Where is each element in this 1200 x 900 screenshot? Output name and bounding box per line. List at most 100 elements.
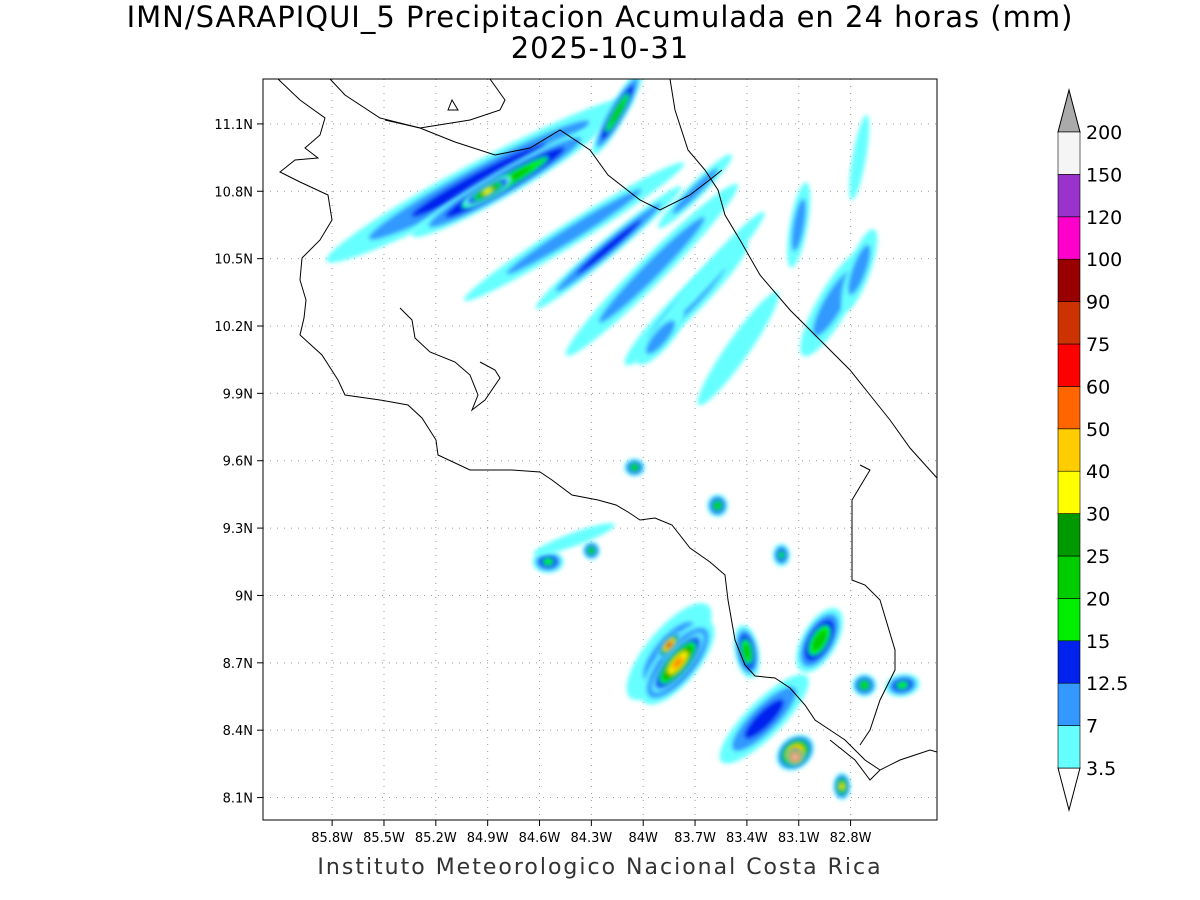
precip-cell [636, 309, 685, 365]
lon-tick-label: 84.3W [570, 831, 612, 846]
colorbar-label: 100 [1086, 249, 1122, 271]
caribbean-coastline [669, 79, 937, 479]
precip-contour [697, 291, 779, 406]
precip-contour [659, 211, 765, 328]
colorbar-swatch [1057, 598, 1081, 642]
footer-credit: Instituto Meteorologico Nacional Costa R… [317, 855, 883, 880]
lat-tick-label: 8.7N [223, 657, 253, 672]
lat-tick-label: 9N [235, 589, 253, 604]
plot-frame [262, 78, 938, 821]
south-coast [829, 739, 937, 781]
precip-contour [645, 320, 676, 355]
lon-tick-label: 85.2W [415, 831, 457, 846]
precip-cell [719, 674, 809, 764]
precip-cell [707, 494, 728, 517]
precip-contour [860, 682, 868, 689]
precip-contour [411, 143, 547, 217]
coastline-borders [277, 79, 937, 781]
precip-contour [839, 783, 844, 790]
precip-contour [848, 244, 871, 295]
precip-contour [778, 551, 785, 559]
colorbar-label: 20 [1086, 588, 1110, 610]
title-line-2: 2025-10-31 [510, 31, 690, 65]
precip-contour [812, 631, 827, 650]
precip-cell [734, 624, 760, 679]
precip-cell [591, 79, 643, 155]
colorbar-swatch [1057, 301, 1081, 345]
colorbar-label: 30 [1086, 504, 1110, 526]
colorbar-swatch [1057, 470, 1081, 514]
colorbar-label: 120 [1086, 207, 1122, 229]
chart-title: IMN/SARAPIQUI_5 Precipitacion Acumulada … [0, 2, 1200, 64]
precip-contour [673, 657, 683, 668]
precip-cell [796, 608, 843, 673]
pacific-coastline [277, 79, 881, 771]
lat-tick-label: 11.1N [214, 118, 253, 133]
precip-contour [542, 557, 554, 566]
precip-cell [787, 182, 811, 268]
colorbar-swatch [1057, 513, 1081, 557]
colorbar-label: 60 [1086, 376, 1110, 398]
precip-cell [697, 291, 779, 406]
lat-tick-label: 8.1N [223, 792, 253, 807]
precip-cell [885, 673, 920, 697]
precip-cell [326, 97, 632, 263]
colorbar-swatch [1057, 216, 1081, 260]
precip-contour [576, 220, 642, 275]
precip-cell [852, 674, 877, 697]
island [447, 98, 459, 111]
precip-contour [667, 642, 672, 647]
precip-contour [896, 681, 909, 690]
precip-cell [772, 543, 791, 567]
precip-contour [791, 198, 806, 252]
longitude-axis: 85.8W 85.5W 85.2W 84.9W 84.6W 84.3W 84W 83.7W 83… [311, 820, 872, 846]
colorbar-swatch [1057, 131, 1081, 175]
precip-contour [533, 523, 615, 556]
panama-border [851, 464, 896, 746]
precip-cell [651, 632, 705, 694]
precip-contour [743, 643, 751, 660]
precip-cell [833, 772, 851, 800]
colorbar-swatch [1057, 174, 1081, 218]
lat-tick-label: 10.2N [214, 320, 253, 335]
nicaragua-border [384, 119, 723, 211]
latitude-axis: 11.1N 10.8N 10.5N 10.2N 9.9N 9.6N 9.3N 9N 8.7N 8.… [214, 118, 263, 807]
lon-tick-label: 84.9W [467, 831, 509, 846]
lat-tick-label: 8.4N [223, 724, 253, 739]
colorbar-label: 200 [1086, 122, 1122, 144]
colorbar-over-arrow [1057, 88, 1081, 133]
lat-tick-label: 10.8N [214, 185, 253, 200]
lon-tick-label: 83.1W [778, 831, 820, 846]
colorbar-swatch [1057, 725, 1081, 769]
colorbar-swatch [1057, 258, 1081, 302]
lon-tick-label: 84W [629, 831, 659, 846]
lat-tick-label: 9.6N [223, 455, 253, 470]
lon-tick-label: 85.5W [363, 831, 405, 846]
precip-contour [610, 100, 625, 125]
colorbar-label: 25 [1086, 546, 1110, 568]
lat-tick-label: 9.3N [223, 522, 253, 537]
precip-cell [786, 748, 805, 766]
lon-tick-label: 83.4W [726, 831, 768, 846]
colorbar-swatch [1057, 343, 1081, 387]
precip-contour [588, 547, 594, 554]
precip-contour [714, 502, 721, 509]
precip-contour [744, 699, 785, 739]
precip-cell [565, 183, 738, 356]
lon-tick-label: 82.8W [830, 831, 872, 846]
precip-cell [582, 541, 600, 560]
lake-nicaragua-shore [329, 79, 506, 129]
lon-tick-label: 84.6W [519, 831, 561, 846]
precipitation-field [326, 79, 920, 800]
precip-cell [463, 162, 685, 302]
colorbar-swatch [1057, 428, 1081, 472]
colorbar-label: 50 [1086, 419, 1110, 441]
lat-tick-label: 9.9N [223, 387, 253, 402]
lon-tick-label: 83.7W [674, 831, 716, 846]
precip-cell [532, 550, 564, 573]
colorbar-label: 90 [1086, 292, 1110, 314]
lat-tick-label: 10.5N [214, 253, 253, 268]
colorbar-swatch [1057, 682, 1081, 726]
colorbar-label: 12.5 [1086, 673, 1128, 695]
